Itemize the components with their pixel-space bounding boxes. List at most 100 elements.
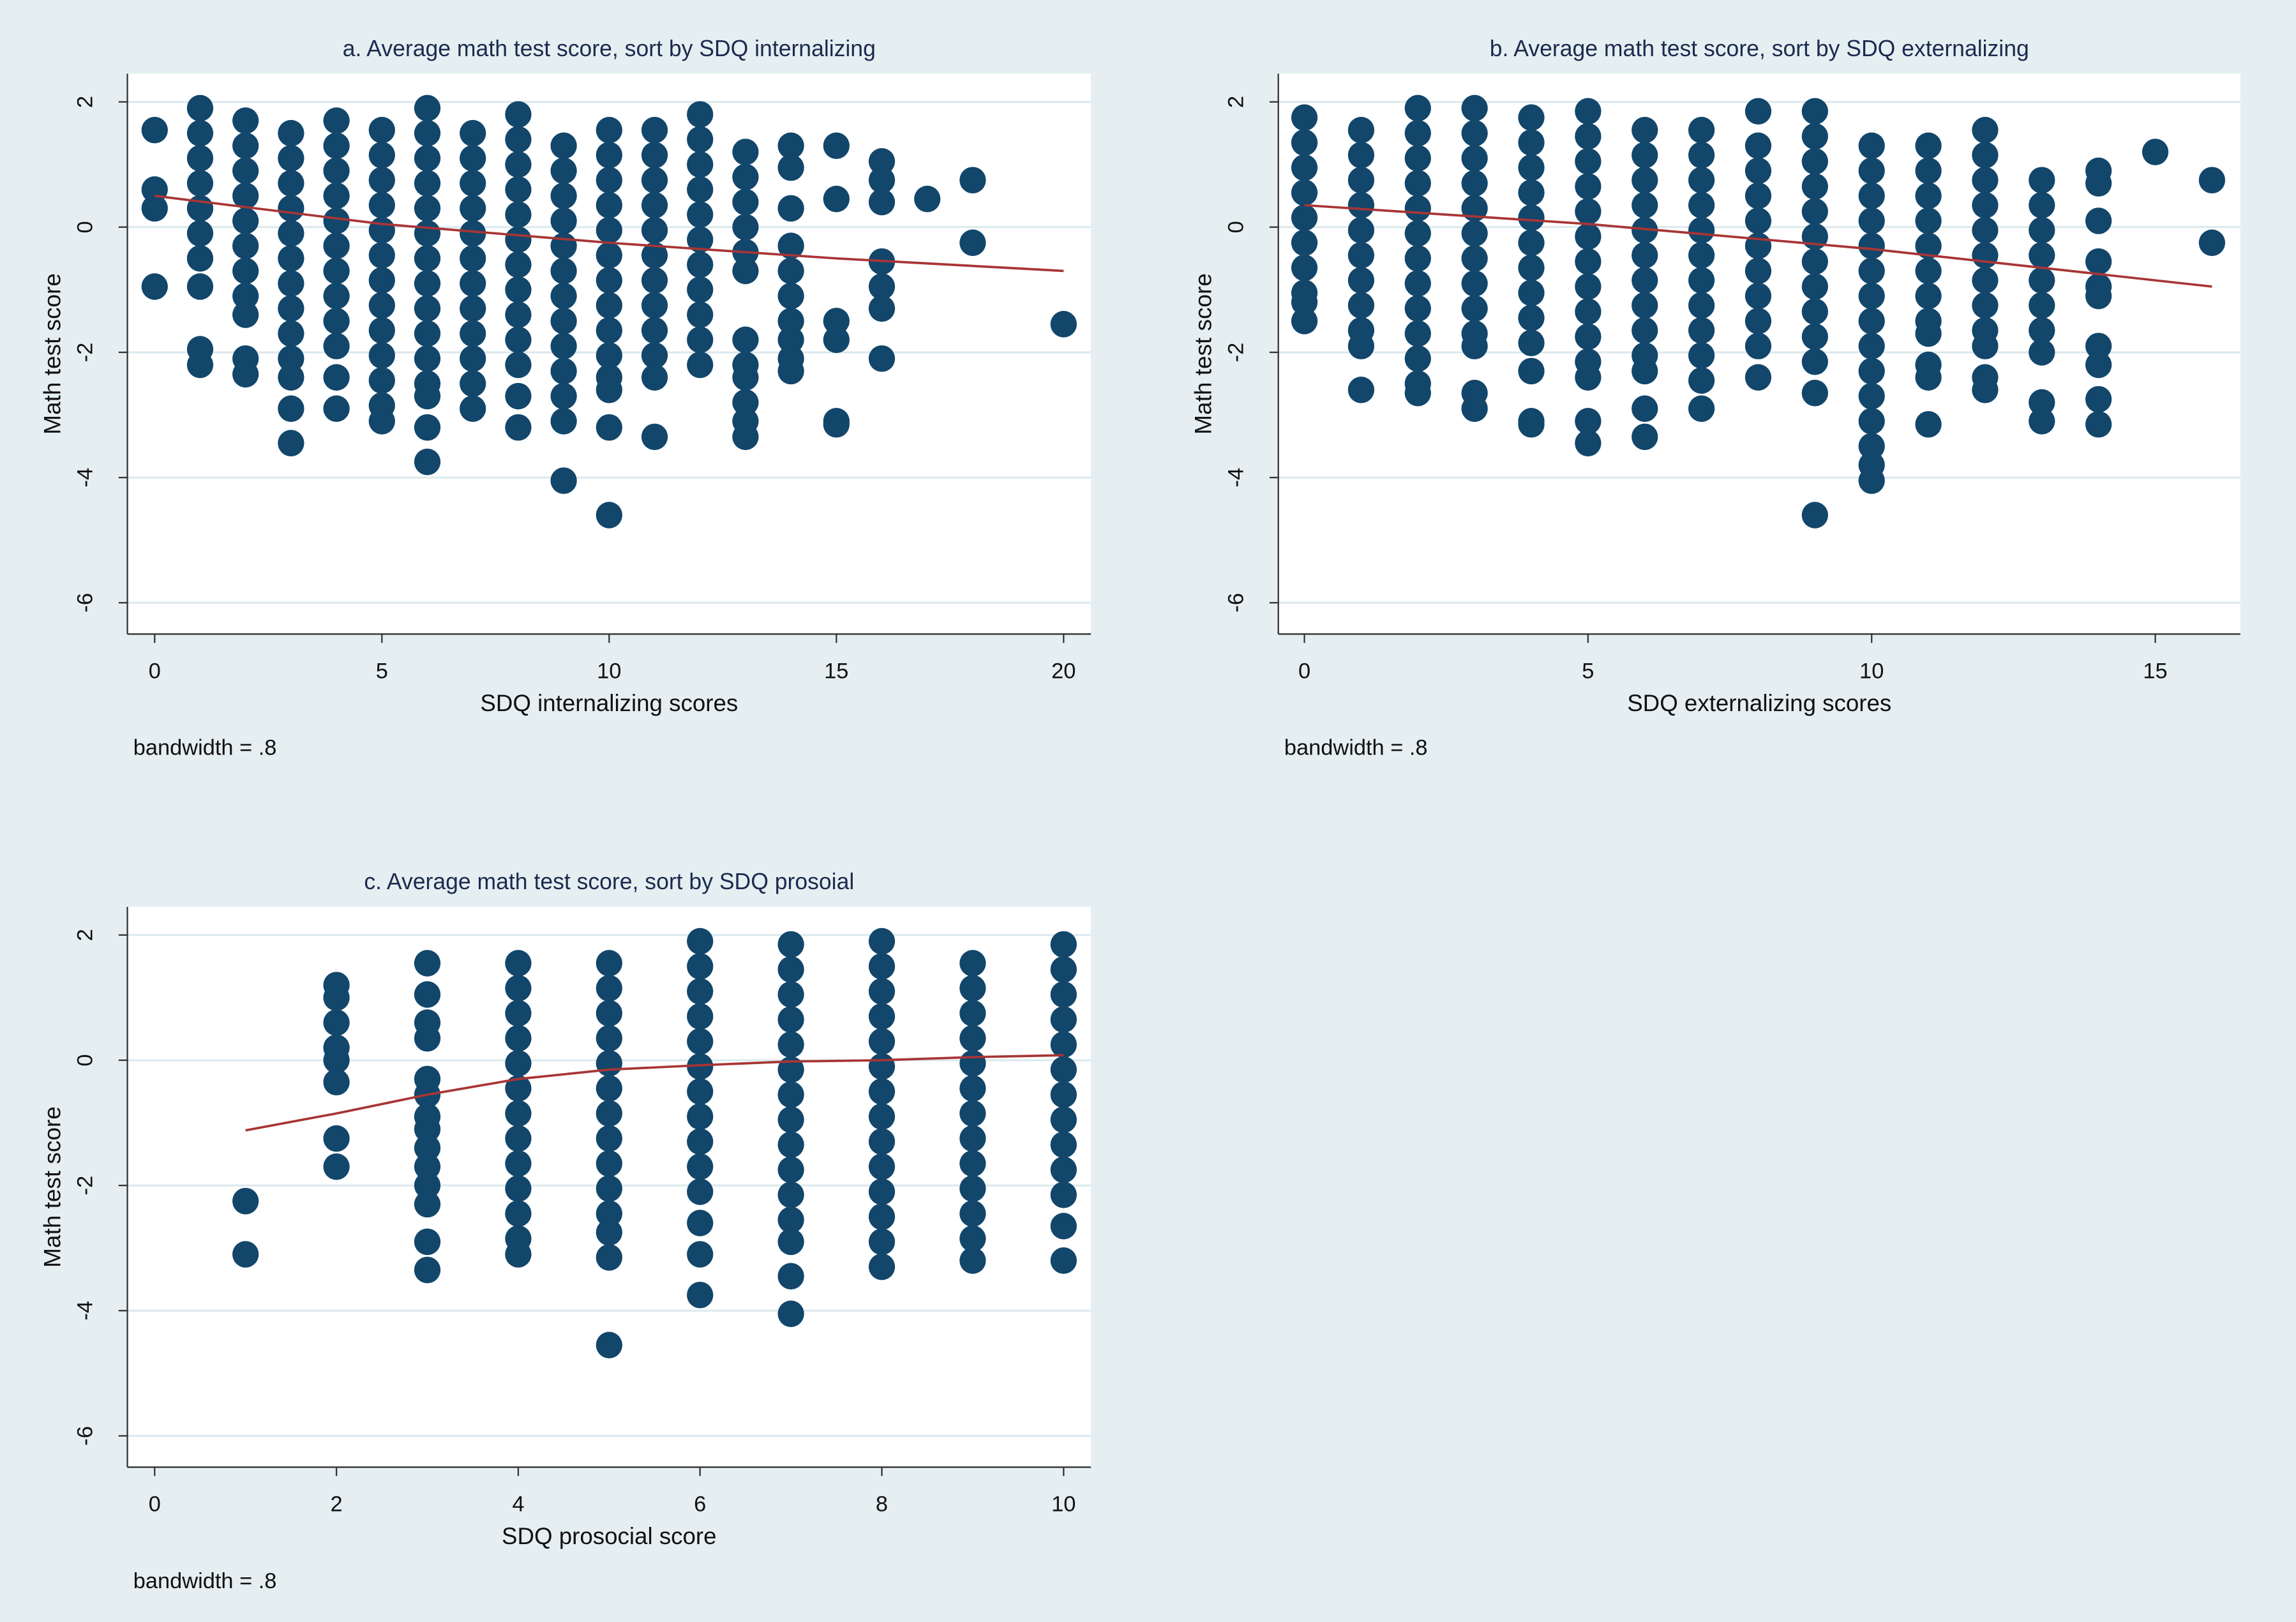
lowess-line xyxy=(245,1054,1064,1132)
scatter-point xyxy=(777,1081,804,1108)
scatter-point xyxy=(505,126,532,153)
scatter-point xyxy=(1972,116,1999,144)
x-tick-label: 6 xyxy=(694,1492,706,1517)
scatter-point xyxy=(959,1125,986,1152)
scatter-point xyxy=(959,975,986,1002)
scatter-point xyxy=(687,251,714,278)
scatter-point xyxy=(687,1128,714,1155)
scatter-point xyxy=(1404,270,1431,297)
scatter-point xyxy=(1050,1081,1077,1108)
scatter-point xyxy=(687,126,714,153)
scatter-point xyxy=(868,1203,896,1230)
scatter-point xyxy=(414,345,441,372)
scatter-point xyxy=(1575,223,1602,250)
scatter-point xyxy=(368,342,395,369)
scatter-point xyxy=(777,308,804,334)
scatter-point xyxy=(278,145,304,172)
scatter-point xyxy=(1688,167,1715,194)
scatter-point xyxy=(732,139,759,165)
scatter-point xyxy=(823,132,850,160)
scatter-point xyxy=(777,1228,804,1256)
scatter-point xyxy=(777,232,804,260)
scatter-point xyxy=(1972,216,1999,244)
scatter-point xyxy=(232,361,259,388)
scatter-point xyxy=(186,94,214,122)
scatter-point xyxy=(868,1228,896,1256)
scatter-point xyxy=(1461,119,1488,147)
scatter-point xyxy=(1050,1213,1077,1240)
scatter-point xyxy=(596,216,622,244)
scatter-point xyxy=(1745,282,1772,310)
x-tick-label: 10 xyxy=(1051,1492,1076,1517)
scatter-point xyxy=(1915,282,1942,310)
scatter-point xyxy=(550,408,577,435)
y-tick-label: -4 xyxy=(1224,468,1249,488)
y-tick-label: 0 xyxy=(73,1054,98,1066)
scatter-point xyxy=(732,163,759,191)
scatter-point xyxy=(2198,167,2226,194)
scatter-point xyxy=(1688,142,1715,169)
scatter-point xyxy=(550,257,577,285)
scatter-point xyxy=(1745,232,1772,260)
scatter-point xyxy=(278,364,304,391)
scatter-point xyxy=(777,1156,804,1183)
scatter-point xyxy=(232,282,259,310)
scatter-point xyxy=(278,430,304,456)
scatter-point xyxy=(278,395,304,423)
scatter-point xyxy=(1632,357,1658,385)
scatter-point xyxy=(687,1281,714,1309)
scatter-point xyxy=(323,1125,350,1152)
scatter-point xyxy=(414,270,441,297)
scatter-point xyxy=(868,1128,896,1155)
x-tick-label: 20 xyxy=(1051,659,1076,683)
scatter-point xyxy=(414,220,441,247)
scatter-point xyxy=(323,232,350,260)
scatter-point xyxy=(1518,129,1545,156)
panel: 2 0 -2 -4 -6 0 2 4 6 8 10 c. Average math test scor… xyxy=(40,869,1092,1593)
scatter-point xyxy=(1688,191,1715,219)
scatter-point xyxy=(1745,257,1772,285)
scatter-point xyxy=(1050,1131,1077,1159)
scatter-point xyxy=(232,257,259,285)
scatter-point xyxy=(1575,98,1602,125)
scatter-point xyxy=(1972,142,1999,169)
scatter-point xyxy=(414,170,441,197)
scatter-point xyxy=(1801,98,1828,125)
panel: 20-2-4-60 5 10 15 20a. Average math test sco… xyxy=(40,36,1092,760)
scatter-point xyxy=(596,1200,622,1228)
scatter-point xyxy=(596,342,622,369)
scatter-point xyxy=(1858,232,1885,260)
scatter-point xyxy=(777,931,804,958)
scatter-point xyxy=(1518,304,1545,331)
scatter-point xyxy=(1461,270,1488,297)
scatter-point xyxy=(959,229,986,257)
scatter-point xyxy=(323,207,350,234)
scatter-point xyxy=(1858,382,1885,410)
scatter-point xyxy=(1461,145,1488,172)
scatter-point xyxy=(1404,345,1431,372)
scatter-point xyxy=(687,1241,714,1268)
scatter-point xyxy=(460,270,486,297)
scatter-point xyxy=(596,1125,622,1152)
scatter-point xyxy=(1461,220,1488,247)
y-tick-label: -6 xyxy=(73,1426,98,1446)
scatter-point xyxy=(368,116,395,144)
scatter-point xyxy=(596,1000,622,1027)
scatter-point xyxy=(505,1000,532,1027)
scatter-point xyxy=(505,1150,532,1177)
scatter-point xyxy=(687,151,714,178)
scatter-point xyxy=(1518,154,1545,181)
scatter-point xyxy=(232,107,259,134)
scatter-point xyxy=(460,295,486,322)
scatter-point xyxy=(2085,248,2112,275)
scatter-point xyxy=(777,1263,804,1290)
scatter-point xyxy=(596,317,622,344)
scatter-point xyxy=(414,1190,441,1218)
scatter-point xyxy=(1972,333,1999,359)
scatter-point xyxy=(550,157,577,184)
scatter-point xyxy=(368,242,395,269)
scatter-point xyxy=(1745,333,1772,359)
scatter-point xyxy=(1404,295,1431,322)
scatter-point xyxy=(596,1219,622,1246)
scatter-point xyxy=(1291,179,1318,206)
